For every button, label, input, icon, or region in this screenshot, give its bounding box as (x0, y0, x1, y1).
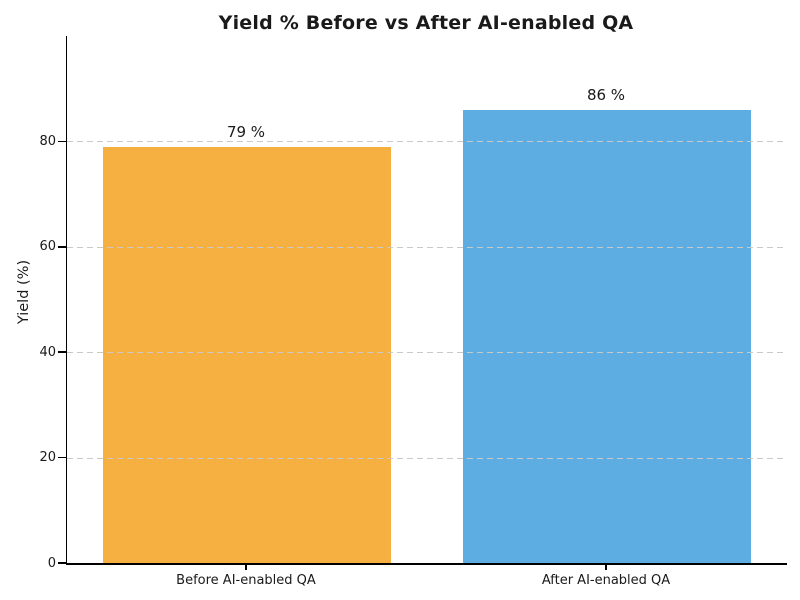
y-tick-label: 80 (39, 133, 56, 149)
y-tick-mark (58, 140, 66, 143)
y-tick-mark (58, 456, 66, 459)
y-tick-label: 60 (39, 239, 56, 255)
chart-title: Yield % Before vs After AI-enabled QA (218, 12, 634, 34)
y-axis-label: Yield (%) (16, 259, 32, 325)
bar (103, 146, 391, 563)
y-tick-mark (58, 246, 66, 248)
bar-value-label: 79 % (226, 122, 266, 141)
x-tick-mark (605, 565, 607, 570)
x-tick-label: After AI-enabled QA (541, 573, 671, 588)
x-tick-mark (245, 565, 247, 570)
y-tick-label: 20 (39, 450, 56, 466)
gridline (67, 352, 787, 354)
plot-area (66, 36, 787, 565)
gridline (67, 141, 787, 143)
bar-value-label: 86 % (586, 85, 626, 104)
y-tick-mark (58, 351, 66, 353)
y-tick-mark (58, 562, 66, 564)
y-tick-label: 0 (47, 555, 56, 571)
gridline (67, 457, 787, 459)
bar (463, 109, 751, 563)
gridline (67, 246, 787, 248)
x-tick-label: Before AI-enabled QA (176, 573, 316, 588)
y-tick-label: 40 (39, 344, 56, 360)
